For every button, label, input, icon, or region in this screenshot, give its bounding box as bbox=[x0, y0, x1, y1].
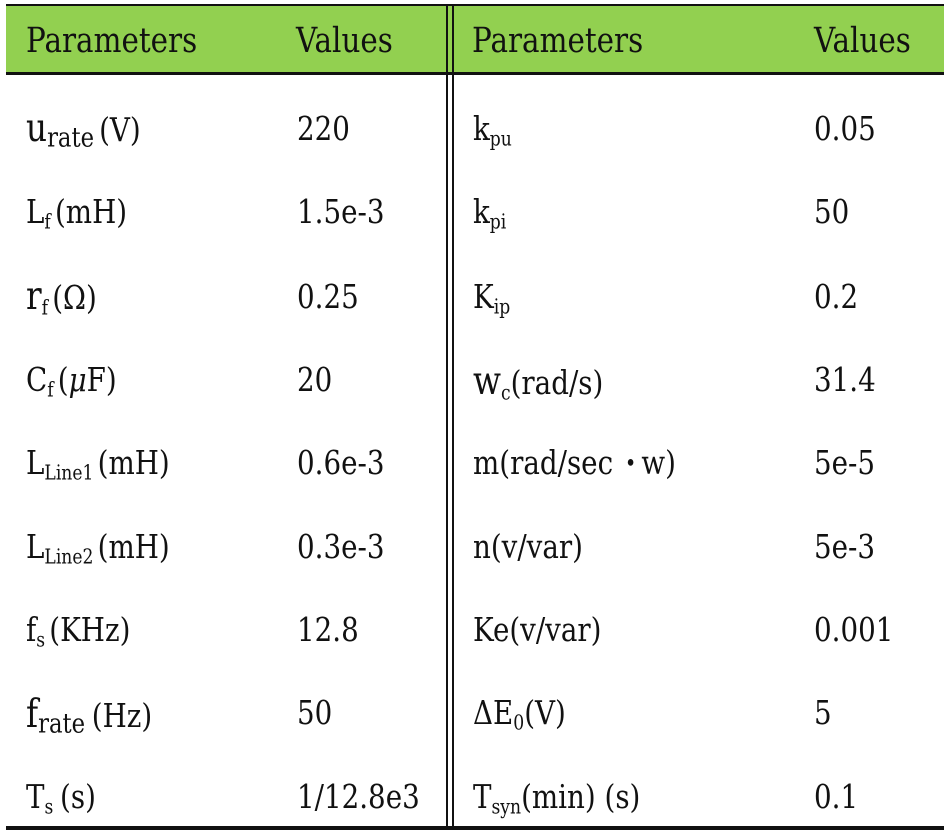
value-tsyn: 0.1 bbox=[814, 777, 859, 816]
param-f-rate: frate (Hz) bbox=[26, 692, 153, 740]
bottom-rule bbox=[6, 826, 944, 830]
column-divider-right bbox=[452, 4, 454, 830]
value-cf: 20 bbox=[297, 360, 333, 399]
value-u-rate: 220 bbox=[297, 109, 350, 148]
header-row: Parameters Values Parameters Values bbox=[6, 6, 944, 72]
param-rf: rf (Ω) bbox=[26, 274, 97, 320]
value-kpu: 0.05 bbox=[814, 109, 876, 148]
value-ts: 1/12.8e3 bbox=[297, 777, 420, 816]
value-fs: 12.8 bbox=[297, 610, 359, 649]
value-kip: 0.2 bbox=[814, 277, 859, 316]
param-lf: Lf (mH) bbox=[26, 192, 128, 234]
param-cf: Cf (μF) bbox=[26, 360, 117, 402]
top-rule bbox=[6, 4, 944, 6]
param-lline2: LLine2 (mH) bbox=[26, 527, 170, 569]
value-n: 5e-3 bbox=[814, 527, 876, 566]
bullet-dot-icon: • bbox=[624, 451, 637, 478]
param-ke: Ke(v/var) bbox=[473, 610, 602, 649]
value-wc: 31.4 bbox=[814, 360, 876, 399]
param-ts: Ts (s) bbox=[26, 777, 96, 819]
header-parameters-right: Parameters bbox=[472, 21, 644, 61]
value-lline1: 0.6e-3 bbox=[297, 443, 385, 482]
param-lline1: LLine1 (mH) bbox=[26, 443, 170, 485]
value-m: 5e-5 bbox=[814, 443, 876, 482]
param-m: m(rad/sec • w) bbox=[473, 443, 676, 482]
param-kpi: kpi bbox=[473, 192, 507, 234]
value-kpi: 50 bbox=[814, 192, 850, 231]
header-values-right: Values bbox=[814, 21, 911, 61]
value-ke: 0.001 bbox=[814, 610, 894, 649]
value-rf: 0.25 bbox=[297, 277, 359, 316]
param-delta-e0: ΔE0(V) bbox=[473, 693, 566, 735]
param-u-rate: urate (V) bbox=[26, 106, 141, 154]
value-delta-e0: 5 bbox=[814, 693, 832, 732]
param-wc: wc(rad/s) bbox=[473, 359, 604, 405]
column-divider-left bbox=[446, 4, 448, 830]
value-lline2: 0.3e-3 bbox=[297, 527, 385, 566]
param-fs: fs (KHz) bbox=[26, 610, 131, 652]
param-kpu: kpu bbox=[473, 109, 512, 151]
header-rule bbox=[6, 72, 944, 75]
param-tsyn: Tsyn(min) (s) bbox=[473, 777, 641, 819]
header-parameters-left: Parameters bbox=[26, 21, 198, 61]
parameter-table: Parameters Values Parameters Values urat… bbox=[6, 4, 944, 830]
param-kip: Kip bbox=[473, 277, 511, 319]
param-n: n(v/var) bbox=[473, 527, 583, 566]
value-f-rate: 50 bbox=[297, 693, 333, 732]
value-lf: 1.5e-3 bbox=[297, 192, 385, 231]
header-values-left: Values bbox=[296, 21, 393, 61]
